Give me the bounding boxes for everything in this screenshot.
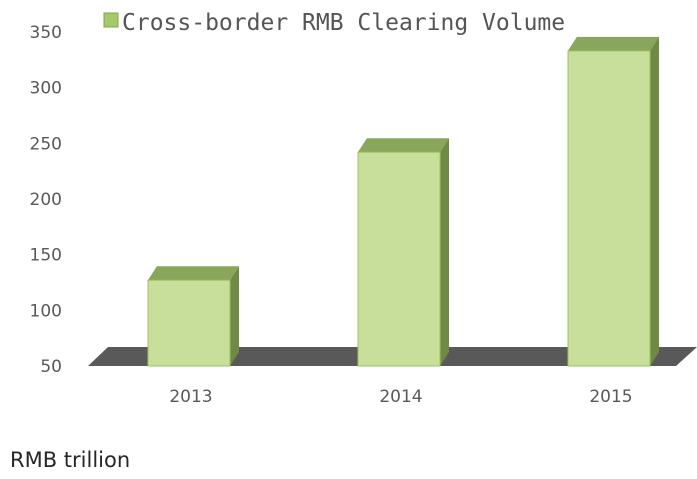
- bar-top: [148, 266, 239, 281]
- y-tick-label: 100: [30, 301, 62, 321]
- y-tick-label: 350: [30, 23, 62, 43]
- legend-label: Cross-border RMB Clearing Volume: [122, 10, 565, 36]
- y-tick-label: 150: [30, 246, 62, 266]
- bar-2014: [357, 138, 449, 367]
- bar-top: [358, 138, 449, 153]
- x-tick-label: 2014: [379, 387, 422, 407]
- x-tick-label: 2015: [589, 387, 632, 407]
- bar-right-side: [230, 266, 239, 366]
- y-tick-label: 250: [30, 134, 62, 154]
- bar-2015: [567, 36, 659, 367]
- bar-2013: [147, 266, 239, 367]
- bars: [147, 36, 659, 367]
- bar-top: [568, 36, 659, 51]
- y-tick-label: 300: [30, 79, 62, 99]
- x-tick-label: 2013: [169, 387, 212, 407]
- y-tick-label: 200: [30, 190, 62, 210]
- unit-label: RMB trillion: [10, 448, 131, 472]
- bar-front: [357, 151, 441, 367]
- bar-front: [567, 50, 651, 367]
- bar-right-side: [650, 36, 659, 366]
- legend-swatch: [103, 12, 119, 28]
- legend: Cross-border RMB Clearing Volume: [103, 10, 565, 36]
- y-tick-label: 50: [40, 357, 62, 377]
- bar-right-side: [440, 138, 449, 366]
- bar-front: [147, 279, 231, 367]
- x-axis: 2013 2014 2015: [169, 387, 632, 407]
- y-axis: 50 100 150 200 250 300 350: [30, 23, 62, 377]
